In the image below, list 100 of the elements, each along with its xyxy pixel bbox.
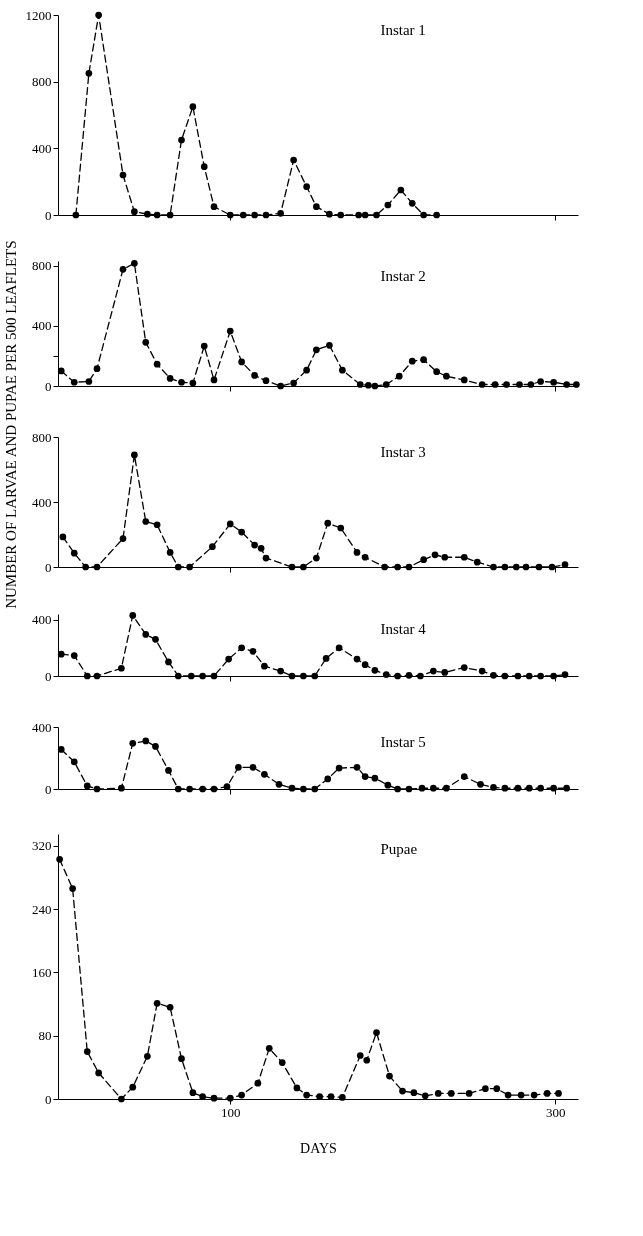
- point: [355, 211, 362, 219]
- chart-title: Instar 2: [380, 268, 426, 284]
- point: [353, 655, 361, 663]
- point: [288, 563, 296, 571]
- point: [288, 672, 296, 680]
- point: [129, 739, 137, 747]
- point: [527, 381, 535, 388]
- point: [93, 785, 101, 793]
- point: [235, 763, 242, 771]
- point: [142, 631, 150, 638]
- point: [525, 784, 533, 792]
- y-tick-label: 800: [32, 258, 52, 274]
- point: [382, 671, 390, 678]
- point: [226, 520, 234, 528]
- point: [239, 211, 247, 219]
- point: [418, 784, 426, 792]
- chart-title: Instar 5: [380, 734, 426, 750]
- y-tick-label: 800: [32, 74, 52, 90]
- point: [226, 1094, 234, 1102]
- point: [550, 378, 557, 386]
- point: [303, 183, 310, 191]
- point: [275, 781, 283, 788]
- point: [563, 381, 570, 388]
- point: [178, 1055, 185, 1062]
- point: [83, 672, 91, 680]
- y-tick-label: 400: [32, 612, 52, 628]
- point: [288, 784, 296, 792]
- point: [262, 377, 270, 385]
- point: [226, 327, 234, 335]
- point: [174, 563, 182, 571]
- y-tick-label: 400: [32, 318, 52, 334]
- point: [537, 378, 544, 385]
- point: [441, 669, 449, 676]
- point: [537, 784, 544, 792]
- point: [322, 655, 330, 662]
- point: [257, 544, 265, 552]
- point: [56, 855, 63, 863]
- point: [324, 775, 332, 783]
- point: [153, 211, 161, 219]
- point: [327, 1093, 335, 1100]
- point: [441, 553, 449, 561]
- y-tick-label: 0: [45, 781, 52, 797]
- point: [278, 1059, 286, 1066]
- point: [166, 375, 174, 382]
- point: [119, 535, 127, 542]
- point: [335, 644, 343, 652]
- y-tick-label: 80: [38, 1028, 52, 1044]
- point: [210, 672, 218, 680]
- point: [490, 671, 497, 679]
- point: [460, 376, 468, 384]
- point: [517, 1091, 525, 1099]
- point: [316, 1093, 323, 1100]
- point: [226, 211, 234, 219]
- point: [477, 781, 484, 788]
- point: [238, 1091, 245, 1099]
- point: [82, 563, 89, 571]
- point: [152, 743, 159, 750]
- y-tick-label: 0: [45, 668, 52, 684]
- x-tick-label: 300: [546, 1104, 566, 1120]
- point: [491, 381, 499, 388]
- point: [290, 156, 297, 164]
- point: [93, 672, 101, 680]
- point: [514, 784, 522, 792]
- point: [382, 381, 390, 388]
- point: [249, 647, 257, 655]
- point: [142, 338, 150, 346]
- point: [118, 784, 125, 792]
- point: [430, 784, 437, 792]
- point: [501, 784, 509, 792]
- point: [69, 885, 76, 892]
- point: [405, 671, 413, 679]
- point: [261, 770, 268, 778]
- point: [563, 784, 570, 792]
- point: [490, 784, 497, 791]
- point: [421, 1092, 429, 1100]
- point: [324, 519, 332, 527]
- y-tick-label: 160: [32, 964, 52, 980]
- point: [210, 376, 218, 384]
- point: [397, 186, 405, 194]
- point: [166, 211, 174, 219]
- point: [93, 563, 101, 571]
- point: [504, 1091, 512, 1099]
- point: [433, 368, 440, 376]
- point: [70, 758, 78, 766]
- point: [225, 655, 232, 663]
- point: [254, 1079, 262, 1087]
- x-axis-title: DAYS: [300, 1140, 337, 1156]
- point: [431, 551, 439, 559]
- point: [200, 342, 208, 350]
- point: [525, 672, 533, 680]
- point: [561, 671, 569, 678]
- point: [361, 553, 369, 561]
- point: [303, 366, 310, 374]
- point: [57, 367, 65, 375]
- point: [119, 265, 127, 273]
- point: [420, 211, 427, 219]
- point: [371, 382, 379, 390]
- point: [339, 366, 346, 374]
- point: [490, 563, 497, 571]
- point: [200, 163, 208, 171]
